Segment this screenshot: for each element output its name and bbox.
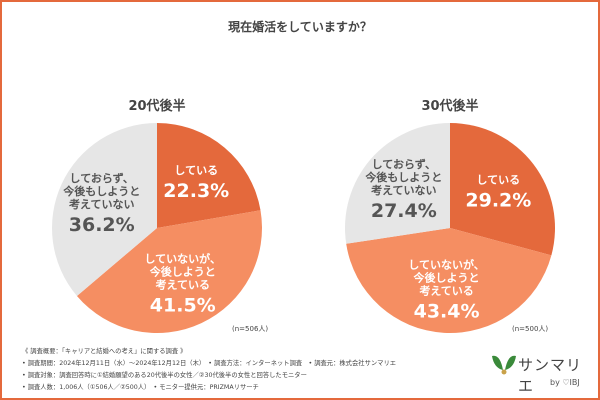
slice-label: しておらず、 — [70, 171, 134, 185]
slice-value: 41.5% — [150, 295, 216, 317]
pie-slice — [344, 123, 450, 244]
sample-size-30s: (n=500人) — [512, 325, 549, 333]
slice-value: 36.2% — [69, 214, 135, 236]
slice-label: していないが、 — [408, 257, 484, 271]
sample-size-20s: (n=506人) — [232, 325, 269, 333]
chart-title: 現在婚活をしていますか？ — [228, 20, 372, 34]
slice-label: 考えている — [419, 283, 473, 297]
pie-slice — [157, 123, 261, 228]
pie-slice — [346, 228, 552, 333]
pie-slice — [450, 123, 555, 256]
slice-label: しておらず、 — [372, 157, 436, 171]
slice-label: 今後しようと — [149, 265, 216, 279]
pie-title-30s: 30代後半 — [421, 99, 479, 114]
leaf-icon — [492, 355, 516, 375]
pie-slice — [51, 123, 158, 296]
slice-label: している — [174, 164, 218, 177]
slice-label: 考えていない — [371, 183, 436, 197]
slice-label: 今後しようと — [413, 270, 480, 284]
logo-name: サンマリエ — [518, 356, 583, 395]
slice-value: 43.4% — [414, 300, 480, 322]
slice-value: 22.3% — [163, 180, 229, 202]
slice-label: 考えていない — [69, 197, 134, 211]
footer-line: • 調査期間：2024年12月11日（水）〜2024年12月12日（木） • 調… — [22, 360, 397, 367]
slice-label: 今後もしようと — [62, 184, 140, 198]
pie-slice — [76, 210, 262, 334]
logo-by: by ♡IBJ — [550, 378, 580, 387]
pie-title-20s: 20代後半 — [128, 99, 186, 114]
footer-line: • 調査対象：調査回答時に①結婚願望のある20代後半の女性／②30代後半の女性と… — [22, 372, 307, 379]
survey-footer: 《 調査概要：「キャリアと結婚への考え」に関する調査 》 • 調査期間：2024… — [22, 346, 396, 394]
slice-label: している — [477, 173, 521, 186]
footer-line: 《 調査概要：「キャリアと結婚への考え」に関する調査 》 — [22, 348, 187, 355]
slice-label: 今後もしようと — [364, 170, 442, 184]
slice-label: していないが、 — [145, 252, 221, 266]
footer-line: • 調査人数：1,006人（①506人／②500人） • モニター提供元：PRI… — [22, 384, 259, 391]
slice-label: 考えている — [156, 278, 210, 292]
slice-value: 27.4% — [371, 200, 437, 222]
slice-value: 29.2% — [465, 189, 531, 211]
